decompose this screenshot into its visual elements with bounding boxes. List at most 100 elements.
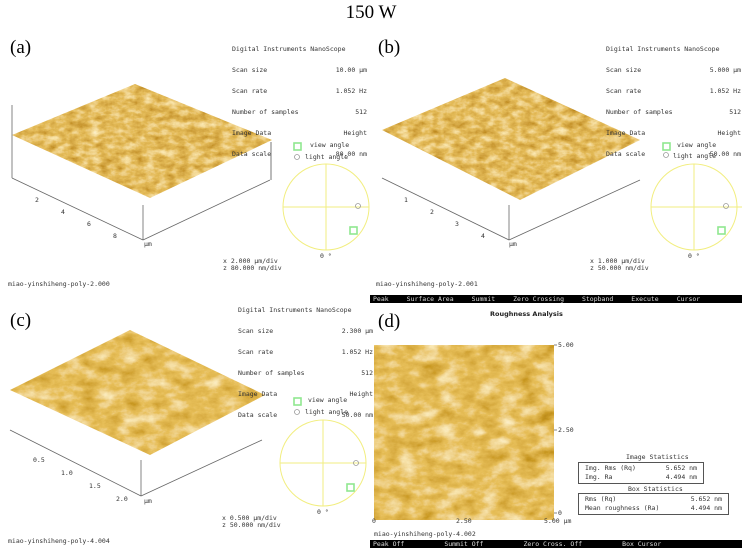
z-scale-label: z 50.000 nm/div (590, 264, 649, 272)
info-key: Scan rate (232, 87, 268, 95)
info-key: Scan rate (238, 348, 274, 356)
box-statistics-title: Box Statistics (628, 485, 683, 493)
axis-unit: µm (144, 497, 152, 505)
light-angle-label: light angle (673, 152, 717, 160)
tick-label: 8 (113, 232, 117, 240)
axes-c (9, 429, 263, 497)
info-key: Data scale (238, 411, 278, 419)
info-value: 1.052 Hz (335, 87, 367, 95)
view-angle-label: view angle (310, 141, 350, 149)
toolbar-summit[interactable]: Summit (471, 295, 496, 303)
analysis-toolbar: Peak Surface Area Summit Zero Crossing S… (370, 295, 742, 303)
view-angle-icon (293, 142, 726, 492)
toolbar-execute[interactable]: Execute (631, 295, 659, 303)
panel-label-a: (a) (10, 37, 32, 58)
info-value: 5.000 µm (709, 66, 741, 74)
info-value: Height (343, 129, 367, 137)
tick-label: 2.50 (558, 426, 574, 434)
info-value: 512 (729, 108, 741, 116)
toolbar-zero-crossing[interactable]: Zero Crossing (513, 295, 564, 303)
info-key: Scan size (238, 327, 274, 335)
info-value: 512 (355, 108, 367, 116)
z-scale-label: z 50.000 nm/div (222, 521, 281, 529)
info-value: 10.00 µm (335, 66, 367, 74)
image-statistics-title: Image Statistics (626, 453, 689, 461)
info-value: 50.00 nm (341, 411, 373, 419)
view-angle-label: view angle (677, 141, 717, 149)
box-statistics-box: Rms (Rq) 5.652 nm Mean roughness (Ra) 4.49… (578, 493, 729, 515)
z-scale-label: z 80.000 nm/div (223, 264, 282, 272)
stat-value: 4.494 nm (690, 504, 722, 512)
roughness-analysis-title: Roughness Analysis (490, 310, 563, 318)
x-scale-label: x 2.000 µm/div (223, 257, 278, 265)
info-header: Digital Instruments NanoScope (606, 45, 720, 53)
panel-label-b: (b) (378, 37, 401, 58)
stat-value: 5.652 nm (690, 495, 722, 503)
info-header: Digital Instruments NanoScope (238, 306, 352, 314)
x-scale-label: x 1.000 µm/div (590, 257, 645, 265)
info-key: Image Data (232, 129, 272, 137)
stat-key: Img. Rms (Rq) (585, 464, 636, 472)
info-value: 1.052 Hz (341, 348, 373, 356)
tick-label: 4 (481, 232, 485, 240)
scan-info-a: Digital Instruments NanoScope Scan size 1… (232, 32, 367, 165)
angle-dial-c (279, 419, 367, 507)
stat-value: 4.494 nm (665, 473, 697, 481)
toolbar-stopband[interactable]: Stopband (581, 295, 614, 303)
filename: miao-yinshiheng-poly-2.000 (8, 280, 110, 288)
angle-zero-label: 0 ° (688, 252, 700, 260)
info-key: Data scale (606, 150, 646, 158)
axis-unit: µm (509, 240, 517, 248)
info-value: 50.00 nm (709, 150, 741, 158)
toolbar-surface-area[interactable]: Surface Area (406, 295, 454, 303)
scan-info-c: Digital Instruments NanoScope Scan size 2… (238, 293, 373, 426)
angle-dial-a (282, 163, 370, 251)
panel-label-d: (d) (378, 311, 401, 332)
afm-height-image-d (374, 345, 554, 520)
light-angle-label: light angle (305, 408, 349, 416)
filename: miao-yinshiheng-poly-4.002 (374, 530, 476, 538)
info-key: Scan rate (606, 87, 642, 95)
tick-label: 0.5 (33, 456, 45, 464)
stat-key: Img. Ra (585, 473, 613, 481)
tick-label: 2.50 (456, 517, 472, 525)
tick-label: 6 (87, 220, 91, 228)
info-value: 512 (361, 369, 373, 377)
info-key: Scan size (606, 66, 642, 74)
toolbar-peak[interactable]: Peak (373, 295, 389, 303)
info-key: Scan size (232, 66, 268, 74)
view-angle-label: view angle (308, 396, 348, 404)
angle-dial-b (650, 163, 742, 251)
tick-label: 0 (558, 509, 562, 517)
toolbar-box-cursor[interactable]: Box Cursor (622, 540, 662, 548)
status-toolbar: Peak Off Summit Off Zero Cross. Off Box … (370, 540, 742, 548)
info-key: Data scale (232, 150, 272, 158)
stat-key: Mean roughness (Ra) (585, 504, 660, 512)
info-value: Height (717, 129, 741, 137)
tick-label: 1.5 (89, 482, 101, 490)
tick-label: 1.0 (61, 469, 73, 477)
toolbar-cursor[interactable]: Cursor (676, 295, 701, 303)
tick-label: 5.00 µm (544, 517, 572, 525)
scan-info-b: Digital Instruments NanoScope Scan size 5… (606, 32, 741, 165)
info-key: Number of samples (606, 108, 673, 116)
axis-unit: µm (144, 240, 152, 248)
info-header: Digital Instruments NanoScope (232, 45, 346, 53)
tick-label: 0 (372, 517, 376, 525)
axes-a (11, 105, 272, 241)
tick-label: 1 (404, 196, 408, 204)
panel-label-c: (c) (10, 310, 32, 331)
toolbar-peak-off[interactable]: Peak Off (373, 540, 405, 548)
tick-label: 2.0 (116, 495, 128, 503)
toolbar-zero-cross-off[interactable]: Zero Cross. Off (523, 540, 583, 548)
toolbar-summit-off[interactable]: Summit Off (444, 540, 484, 548)
light-angle-label: light angle (305, 153, 349, 161)
info-value: 2.300 µm (341, 327, 373, 335)
info-value: 1.052 Hz (709, 87, 741, 95)
figure-title: 150 W (345, 2, 397, 23)
info-key: Image Data (238, 390, 278, 398)
angle-zero-label: 0 ° (317, 508, 329, 516)
info-key: Image Data (606, 129, 646, 137)
stat-key: Rms (Rq) (585, 495, 617, 503)
